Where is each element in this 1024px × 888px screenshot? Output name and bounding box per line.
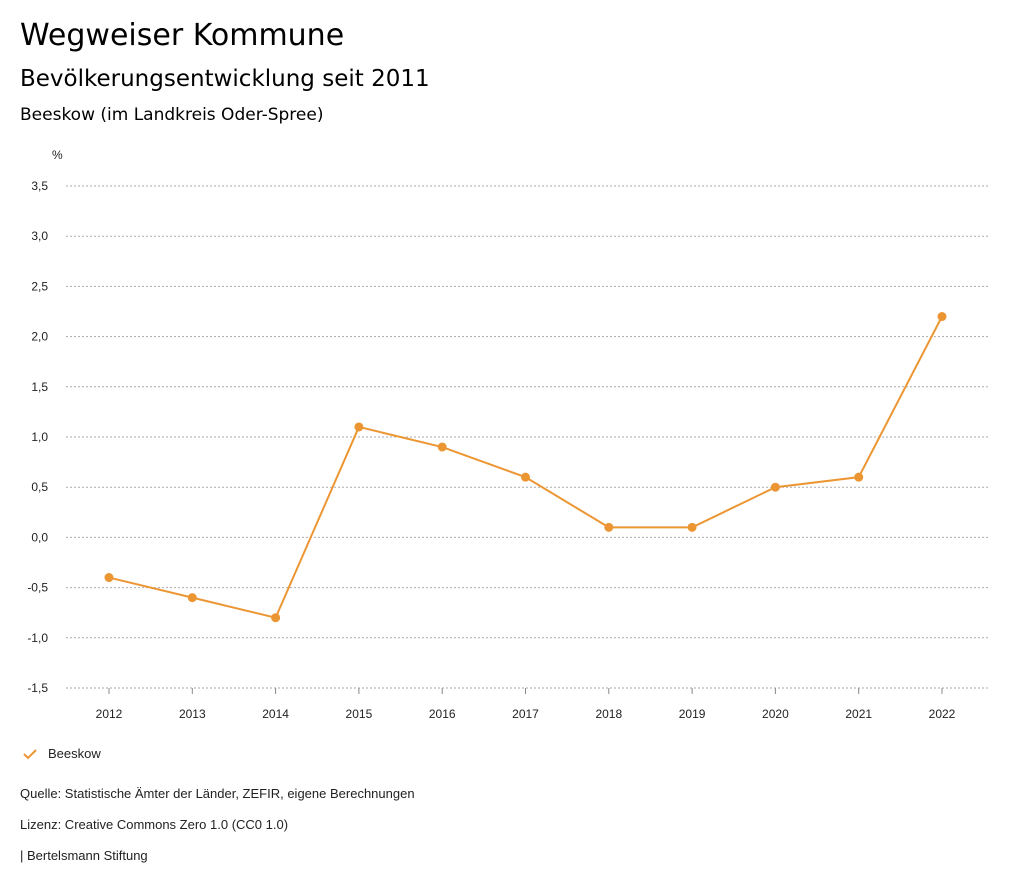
- data-point: [604, 522, 614, 532]
- y-tick-label: -0,5: [27, 581, 48, 595]
- y-tick-label: 3,0: [31, 229, 48, 243]
- x-tick-label: 2021: [845, 707, 872, 721]
- y-tick-label: -1,5: [27, 681, 48, 695]
- y-tick-label: 3,5: [31, 179, 48, 193]
- x-tick-label: 2015: [346, 707, 373, 721]
- data-point: [521, 472, 530, 482]
- line-chart: % -1,5 -1,0 -0,5 0,0 0,5 1,0 1,5 2,0 2,5 3,0 3,5 20…: [27, 148, 990, 721]
- page-title: Wegweiser Kommune: [20, 18, 345, 53]
- data-point: [104, 573, 114, 583]
- x-tick-label: 2016: [429, 707, 456, 721]
- data-point: [187, 593, 197, 603]
- y-tick-label: 2,5: [31, 279, 48, 293]
- y-tick-label: 1,5: [31, 380, 48, 394]
- x-tick-label: 2012: [96, 707, 123, 721]
- check-icon: [23, 748, 37, 759]
- y-tick-label: 2,0: [31, 330, 48, 344]
- chart-subtitle: Bevölkerungsentwicklung seit 2011: [20, 66, 430, 92]
- x-tick-label: 2014: [262, 707, 289, 721]
- data-point: [854, 472, 864, 482]
- series-line: [108, 316, 943, 619]
- region-label: Beeskow (im Landkreis Oder-Spree): [20, 105, 324, 125]
- data-point: [770, 482, 780, 492]
- license-note: Lizenz: Creative Commons Zero 1.0 (CC0 1…: [20, 817, 289, 832]
- x-tick-label: 2019: [679, 707, 706, 721]
- data-point: [437, 442, 447, 452]
- publisher-note: | Bertelsmann Stiftung: [20, 848, 148, 863]
- legend-item-beeskow[interactable]: Beeskow: [22, 746, 101, 761]
- data-point: [687, 522, 697, 532]
- x-tick-label: 2018: [595, 707, 622, 721]
- x-tick-label: 2013: [179, 707, 206, 721]
- y-tick-label: 0,5: [31, 480, 48, 494]
- y-tick-label: -1,0: [27, 631, 48, 645]
- data-point: [354, 422, 364, 432]
- y-tick-label: 0,0: [31, 530, 48, 544]
- data-point: [937, 312, 947, 322]
- legend-label: Beeskow: [48, 746, 101, 761]
- y-tick-label: 1,0: [31, 430, 48, 444]
- x-tick-label: 2017: [512, 707, 539, 721]
- y-axis-unit: %: [52, 148, 63, 162]
- data-point: [271, 613, 281, 623]
- x-tick-label: 2022: [929, 707, 956, 721]
- x-tick-label: 2020: [762, 707, 789, 721]
- source-note: Quelle: Statistische Ämter der Länder, Z…: [20, 786, 415, 801]
